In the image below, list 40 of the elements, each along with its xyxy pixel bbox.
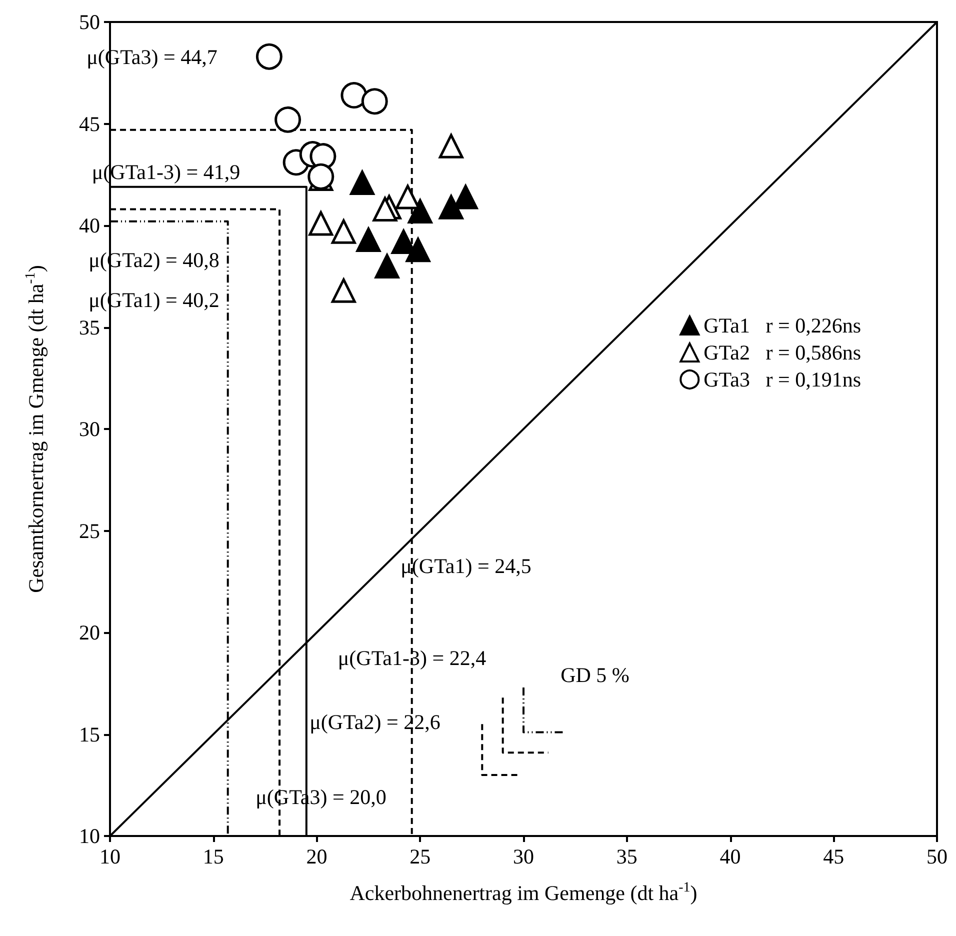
x-tick-label: 35	[616, 844, 638, 868]
y-tick-label: 25	[79, 518, 100, 543]
x-tick-label: 20	[306, 844, 328, 868]
y-tick-label: 15	[79, 722, 100, 746]
x-tick-label: 25	[410, 844, 431, 868]
point	[356, 227, 381, 252]
y-tick-label: 45	[79, 112, 100, 136]
point	[256, 43, 282, 70]
point	[438, 194, 464, 220]
x-tick-label: 15	[202, 844, 224, 868]
x-tick-label: 50	[926, 844, 948, 868]
point	[374, 254, 400, 278]
point	[406, 238, 430, 262]
x-tick-label: 45	[823, 844, 844, 868]
point	[274, 106, 302, 133]
x-tick-label: 40	[720, 844, 741, 868]
point	[408, 199, 432, 224]
y-axis-title: Gesamtkornertrag im Gmenge (dt ha-1)	[24, 265, 48, 593]
point	[340, 82, 368, 109]
y-tick-label: 20	[79, 620, 100, 644]
point	[331, 278, 356, 303]
x-tick-label: 30	[513, 844, 534, 868]
annotation: μ(GTa1) = 24,5	[400, 554, 532, 578]
point	[438, 134, 464, 158]
annotation: μ(GTa1-3) = 22,4	[338, 646, 487, 670]
point	[331, 219, 356, 244]
point	[308, 211, 334, 236]
y-tick-label: 35	[79, 315, 100, 340]
point	[372, 196, 398, 222]
y-tick-label: 30	[79, 417, 100, 441]
annotation: GD 5 %	[560, 663, 630, 687]
x-tick-label: 10	[100, 844, 120, 868]
y-tick-label: 50	[79, 10, 100, 34]
point	[350, 170, 374, 196]
legend-label: GTa3 r = 0,191ns	[704, 368, 862, 392]
y-tick-label: 40	[79, 214, 100, 238]
legend-label: GTa1 r = 0,226ns	[704, 314, 862, 338]
y-tick-label: 10	[79, 824, 100, 848]
point	[361, 88, 388, 115]
legend-label: GTa2 r = 0,586ns	[704, 340, 862, 364]
